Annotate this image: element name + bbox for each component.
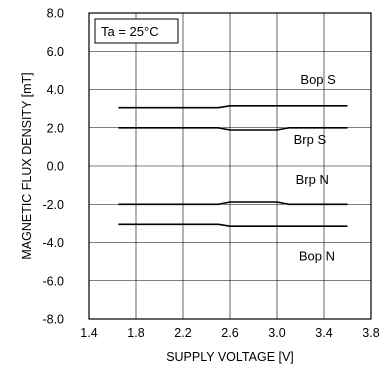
series-label-brp-n: Brp N bbox=[296, 172, 329, 187]
series-label-bop-s: Bop S bbox=[300, 72, 336, 87]
y-tick-label: 2.0 bbox=[47, 121, 64, 135]
annotation-text: Ta = 25°C bbox=[101, 24, 159, 39]
y-axis-label: MAGNETIC FLUX DENSITY [mT] bbox=[20, 72, 34, 259]
y-tick-label: -2.0 bbox=[42, 198, 64, 212]
x-tick-label: 3.4 bbox=[315, 326, 332, 340]
y-tick-label: -6.0 bbox=[42, 274, 64, 288]
y-tick-label: 6.0 bbox=[47, 45, 64, 59]
x-tick-label: 2.2 bbox=[174, 326, 191, 340]
x-tick-label: 1.8 bbox=[127, 326, 144, 340]
plot-area-frame bbox=[88, 12, 372, 320]
series-line-bop-s bbox=[118, 105, 348, 109]
y-tick-label: 0.0 bbox=[47, 160, 64, 174]
x-axis-label: SUPPLY VOLTAGE [V] bbox=[166, 350, 294, 364]
x-tick-labels: 1.4 1.8 2.2 2.6 3.0 3.4 3.8 bbox=[80, 326, 379, 340]
annotation-box: Ta = 25°C bbox=[94, 18, 179, 44]
series-lines bbox=[118, 105, 348, 227]
x-tick-label: 3.8 bbox=[362, 326, 379, 340]
x-tick-label: 1.4 bbox=[80, 326, 97, 340]
series-line-brp-n bbox=[118, 201, 348, 206]
y-tick-label: -8.0 bbox=[42, 313, 64, 327]
annotation-frame bbox=[94, 18, 179, 44]
y-tick-label: -4.0 bbox=[42, 236, 64, 250]
series-line-bop-n bbox=[118, 223, 348, 227]
series-line-brp-s bbox=[118, 127, 348, 131]
y-tick-label: 8.0 bbox=[47, 7, 64, 21]
x-tick-label: 3.0 bbox=[268, 326, 285, 340]
y-tick-label: 4.0 bbox=[47, 83, 64, 97]
x-tick-label: 2.6 bbox=[221, 326, 238, 340]
grid bbox=[88, 12, 372, 320]
series-labels: Bop S Brp S Brp N Bop N bbox=[294, 72, 337, 264]
series-label-bop-n: Bop N bbox=[299, 249, 335, 264]
series-label-brp-s: Brp S bbox=[294, 132, 327, 147]
y-tick-labels: 8.0 6.0 4.0 2.0 0.0 -2.0 -4.0 -6.0 -8.0 bbox=[42, 7, 64, 327]
